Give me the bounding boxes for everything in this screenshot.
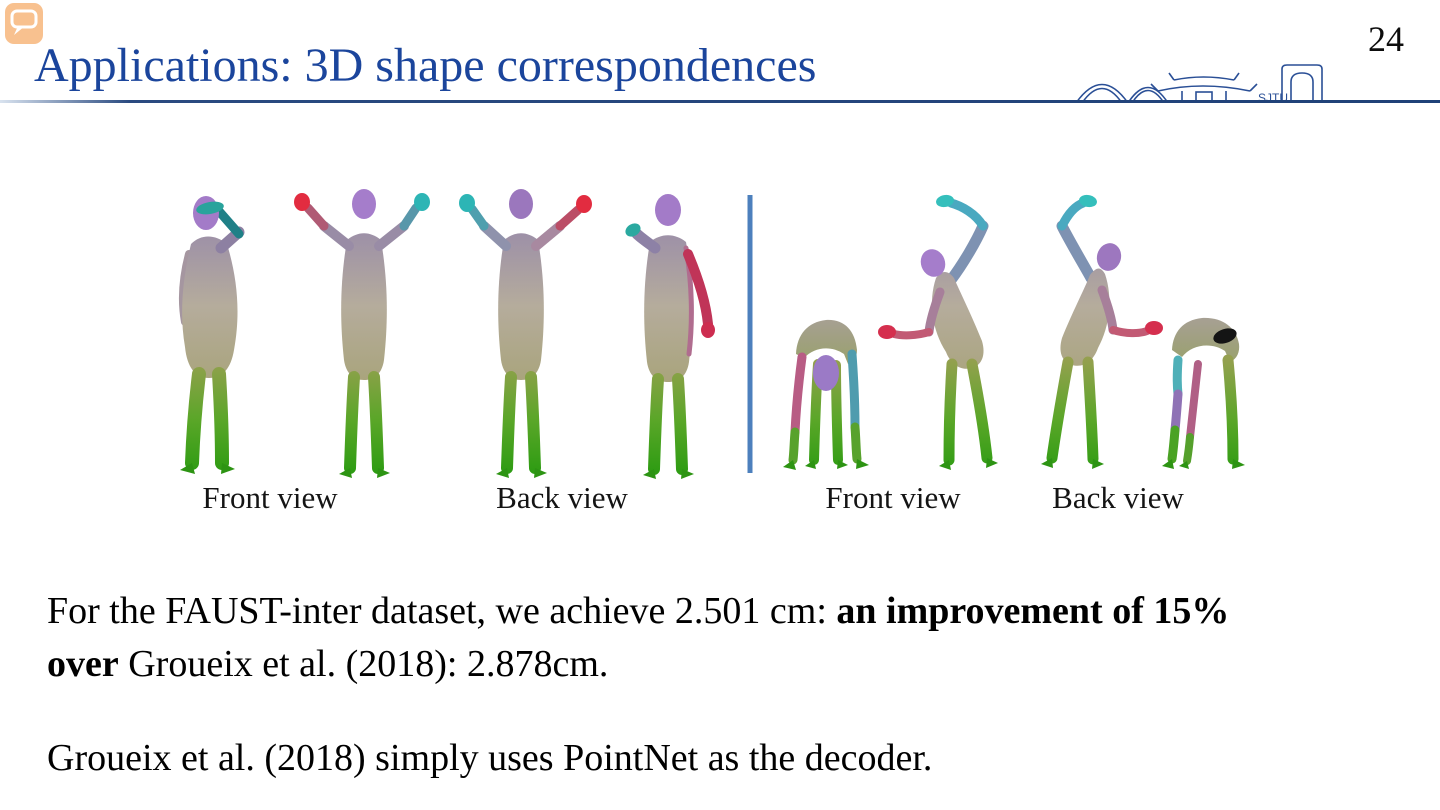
paragraph-1-bold-segment: an improvement of 15% <box>836 590 1230 632</box>
figure-label-back-view-left: Back view <box>496 480 628 515</box>
page-title: Applications: 3D shape correspondences <box>34 39 817 92</box>
sjtu-skyline-logo: SJTU <box>1072 56 1334 105</box>
human-mesh-3 <box>459 189 592 478</box>
paragraph-1-bold-segment: over <box>47 643 119 685</box>
human-mesh-2 <box>294 189 430 478</box>
human-mesh-5 <box>783 319 869 470</box>
figure-label-front-view-right: Front view <box>825 480 961 515</box>
comment-bubble-icon[interactable] <box>5 3 43 44</box>
body-paragraph-2: Groueix et al. (2018) simply uses PointN… <box>47 737 933 779</box>
body-paragraph-1: For the FAUST-inter dataset, we achieve … <box>47 585 1412 691</box>
header-divider-line <box>0 100 1440 103</box>
paragraph-1-segment: For the FAUST-inter dataset, we achieve … <box>47 590 837 632</box>
human-mesh-1 <box>178 196 245 474</box>
human-mesh-4 <box>625 194 715 479</box>
pagoda-gate-icon <box>1150 72 1258 104</box>
human-mesh-6 <box>878 194 998 470</box>
figure-label-front-view-left: Front view <box>202 480 338 515</box>
figure-label-back-view-right: Back view <box>1052 480 1184 515</box>
shape-correspondence-figure <box>150 182 1260 482</box>
human-mesh-8 <box>1162 317 1245 469</box>
page-number: 24 <box>1368 19 1404 59</box>
paragraph-1-segment: Groueix et al. (2018): 2.878cm. <box>118 643 609 685</box>
human-mesh-7 <box>1041 194 1163 469</box>
bridge-arches-icon <box>1075 83 1169 104</box>
gate-building-icon <box>1281 64 1323 103</box>
